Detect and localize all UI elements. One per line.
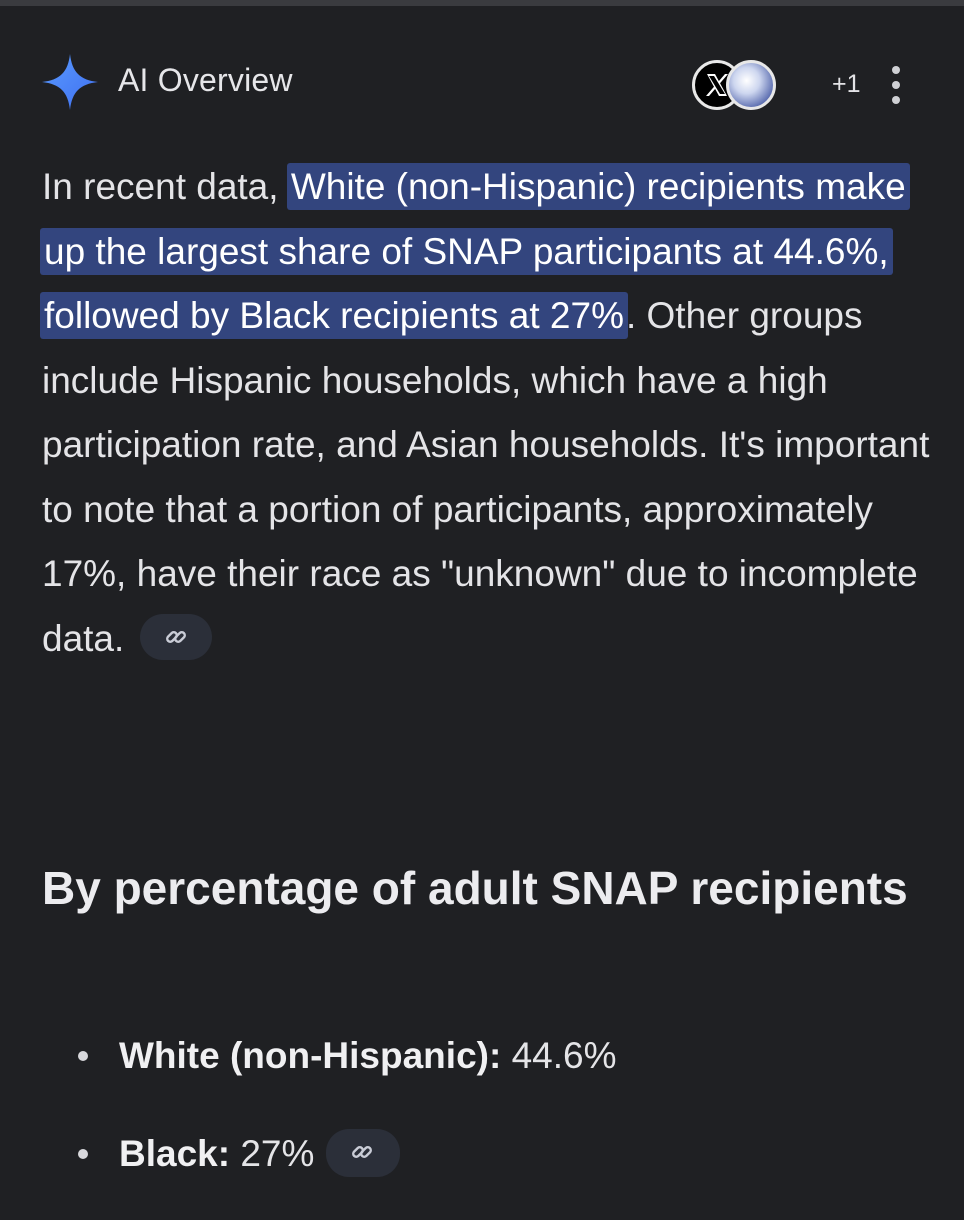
- source-link-chip[interactable]: [140, 613, 213, 660]
- bullet: [78, 1149, 88, 1159]
- list-item-value: 27%: [230, 1133, 315, 1174]
- bullet: [78, 1051, 88, 1061]
- gemini-sparkle-icon: [42, 54, 98, 110]
- more-sources-count[interactable]: +1: [832, 70, 861, 98]
- ai-overview-header: AI Overview +1: [40, 48, 924, 110]
- list-item-label: Black:: [119, 1133, 231, 1174]
- list-item: Black: 27%: [42, 1122, 922, 1220]
- link-icon: [352, 1146, 373, 1159]
- link-icon: [166, 630, 187, 643]
- more-vert-icon[interactable]: [880, 60, 912, 110]
- overview-paragraph: In recent data, White (non-Hispanic) rec…: [40, 155, 942, 671]
- globe-icon[interactable]: [726, 60, 776, 110]
- list-item: White (non-Hispanic): 44.6%: [42, 1024, 922, 1122]
- source-link-chip[interactable]: [326, 1129, 401, 1178]
- percentage-list: White (non-Hispanic): 44.6% Black: 27%: [42, 1024, 922, 1220]
- list-item-label: White (non-Hispanic):: [119, 1035, 502, 1076]
- section-heading: By percentage of adult SNAP recipients: [42, 862, 908, 914]
- ai-overview-title: AI Overview: [118, 62, 293, 98]
- overview-intro: In recent data,: [42, 166, 289, 207]
- list-item-value: 44.6%: [501, 1035, 617, 1076]
- overview-rest: . Other groups include Hispanic househol…: [42, 295, 930, 659]
- window-top-border: [0, 0, 964, 6]
